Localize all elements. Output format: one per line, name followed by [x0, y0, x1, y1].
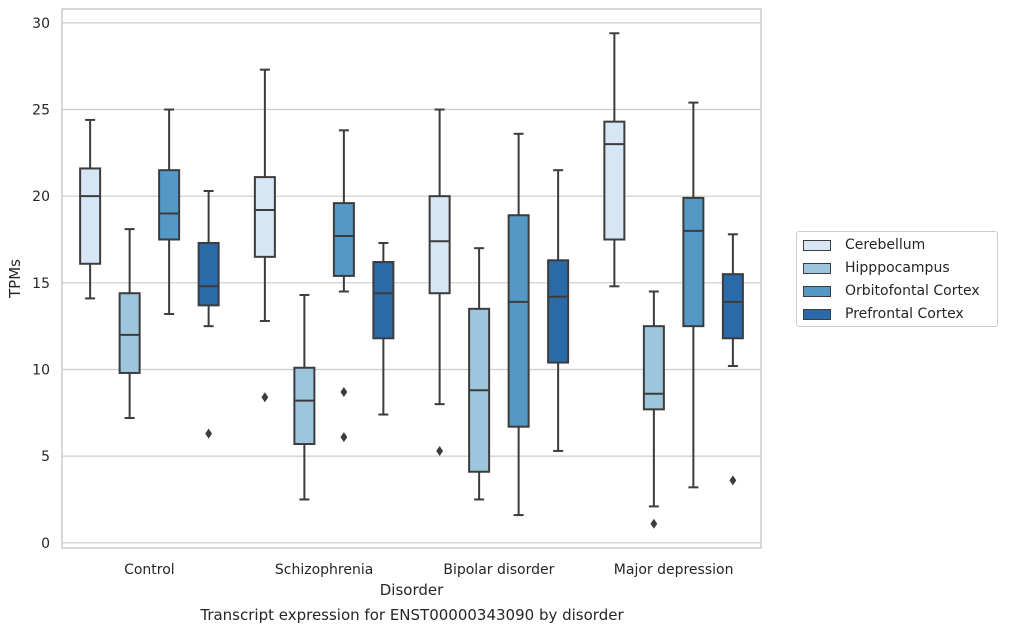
- y-tick-label-10: 10: [32, 362, 50, 378]
- box-0-2: [158, 108, 181, 316]
- x-axis-label: Disorder: [380, 581, 444, 599]
- plot-frame: [61, 8, 762, 549]
- legend-swatch-cerebellum: [803, 239, 831, 251]
- box-body: [197, 241, 220, 307]
- legend-item-hippocampus: Hipppocampus: [803, 258, 950, 278]
- legend-item-cerebellum: Cerebellum: [803, 235, 925, 255]
- box-body: [642, 325, 665, 411]
- x-tick-label-1: Schizophrenia: [275, 562, 373, 578]
- box-2-0: [428, 108, 451, 456]
- outlier-point-0: [729, 475, 737, 486]
- legend-swatch-orbitofrontal: [803, 285, 831, 297]
- outlier-point-1: [340, 432, 348, 443]
- box-body: [158, 169, 181, 241]
- box-2-2: [507, 132, 530, 517]
- x-tick-label-0: Control: [124, 562, 175, 578]
- outlier-point-0: [261, 392, 269, 403]
- box-body: [428, 195, 451, 295]
- legend-label-prefrontal: Prefrontal Cortex: [845, 306, 964, 322]
- box-1-2: [332, 129, 355, 443]
- box-0-1: [118, 228, 141, 420]
- box-3-0: [603, 32, 626, 288]
- y-tick-label-30: 30: [32, 16, 50, 32]
- legend: Cerebellum Hipppocampus Orbitofontal Cor…: [796, 231, 998, 327]
- box-body: [118, 292, 141, 374]
- box-body: [603, 120, 626, 241]
- box-body: [547, 259, 570, 364]
- y-tick-label-5: 5: [41, 449, 50, 465]
- outlier-point-0: [436, 445, 444, 456]
- box-3-1: [642, 290, 665, 529]
- y-tick-label-20: 20: [32, 189, 50, 205]
- outlier-point-0: [650, 518, 658, 529]
- legend-label-cerebellum: Cerebellum: [845, 237, 926, 253]
- box-series: [79, 32, 744, 529]
- box-body: [682, 196, 705, 328]
- box-3-3: [721, 233, 744, 486]
- box-0-3: [197, 189, 220, 439]
- x-tick-label-2: Bipolar disorder: [443, 562, 554, 578]
- outlier-point-0: [205, 428, 213, 439]
- y-tick-label-15: 15: [32, 276, 50, 292]
- y-tick-label-0: 0: [41, 536, 50, 552]
- box-body: [332, 202, 355, 277]
- box-1-3: [372, 241, 395, 416]
- box-body: [253, 176, 276, 258]
- y-axis-label: TPMs: [6, 259, 24, 299]
- box-body: [293, 366, 316, 446]
- box-2-1: [468, 247, 491, 501]
- box-1-0: [253, 68, 276, 403]
- figure-caption: Transcript expression for ENST0000034309…: [200, 606, 624, 624]
- x-tick-label-3: Major depression: [614, 562, 734, 578]
- box-body: [507, 214, 530, 428]
- box-3-2: [682, 101, 705, 489]
- grid-lines: [62, 22, 761, 544]
- y-tick-label-25: 25: [32, 103, 50, 119]
- box-2-3: [547, 169, 570, 452]
- box-body: [79, 167, 102, 265]
- outlier-point-0: [340, 387, 348, 398]
- box-body: [372, 261, 395, 340]
- box-1-1: [293, 293, 316, 501]
- legend-swatch-hippocampus: [803, 262, 831, 274]
- legend-swatch-prefrontal: [803, 308, 831, 320]
- legend-item-orbitofrontal: Orbitofontal Cortex: [803, 281, 980, 301]
- legend-label-orbitofrontal: Orbitofontal Cortex: [845, 283, 980, 299]
- box-0-0: [79, 118, 102, 300]
- box-body: [721, 273, 744, 340]
- legend-label-hippocampus: Hipppocampus: [845, 260, 950, 276]
- legend-item-prefrontal: Prefrontal Cortex: [803, 304, 964, 324]
- axis-ticks: 0 5 10 15 20 25 30 Control Schizophrenia Bipolar …: [32, 16, 733, 578]
